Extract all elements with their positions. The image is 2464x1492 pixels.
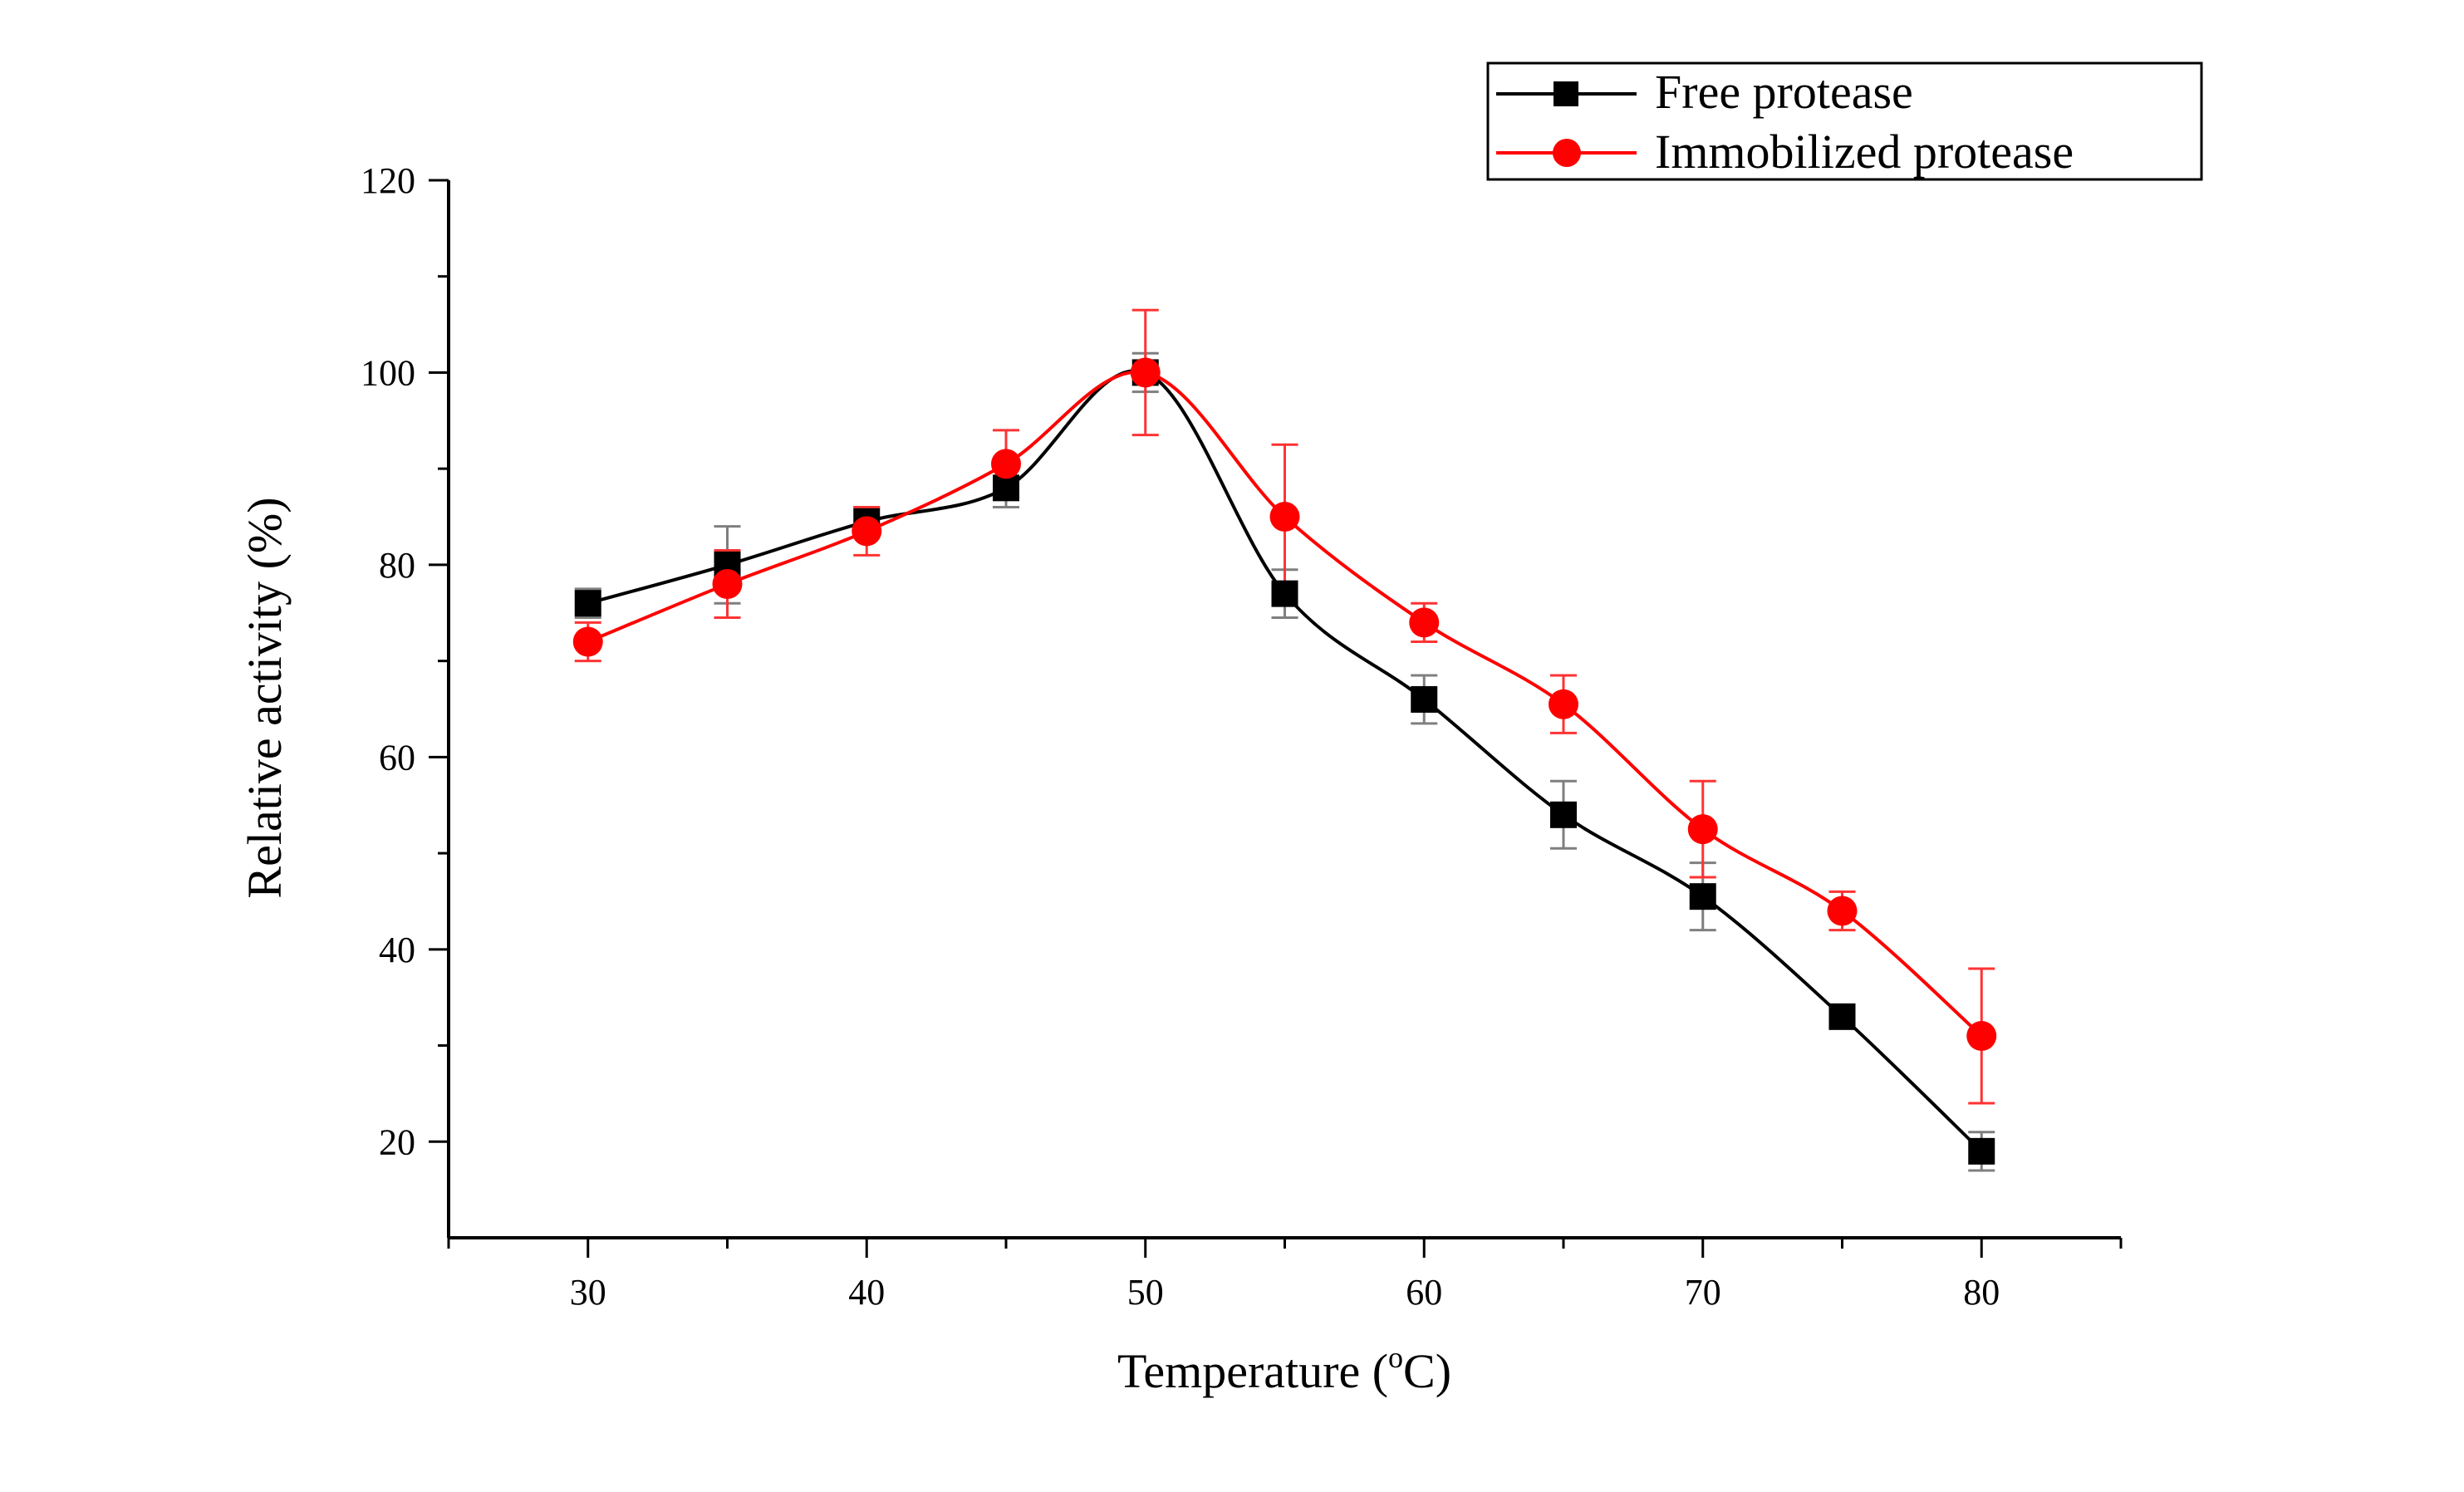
point-free-30: [574, 590, 601, 617]
point-immobilized-80: [1966, 1020, 1997, 1051]
data-points: [572, 357, 1997, 1165]
x-tick-label-60: 60: [1406, 1272, 1442, 1313]
point-free-55: [1271, 580, 1298, 607]
x-axis-title: Temperature (oC): [1117, 1341, 1451, 1398]
point-free-65: [1550, 801, 1577, 828]
point-free-60: [1411, 685, 1438, 713]
x-tick-label-70: 70: [1685, 1272, 1721, 1313]
legend-label-immobilized: Immobilized protease: [1655, 125, 2074, 179]
legend-label-free: Free protease: [1655, 65, 1913, 119]
point-immobilized-55: [1269, 502, 1300, 533]
point-free-75: [1828, 1003, 1856, 1030]
y-tick-label-120: 120: [361, 160, 415, 201]
point-free-70: [1689, 883, 1716, 910]
x-tick-label-80: 80: [1963, 1272, 2000, 1313]
y-axis-title: Relative activity (%): [238, 497, 292, 898]
ticks: 20 40 60 80 100 120 30 40 50 60 70 80: [361, 160, 2123, 1313]
x-tick-label-40: 40: [848, 1272, 885, 1313]
y-tick-label-40: 40: [379, 930, 415, 970]
y-tick-label-80: 80: [379, 545, 415, 586]
point-immobilized-65: [1549, 689, 1578, 719]
x-tick-label-30: 30: [570, 1272, 606, 1313]
legend-item-immobilized-protease: Immobilized protease: [1496, 125, 2074, 179]
x-axis-title-main: Temperature (: [1117, 1344, 1388, 1398]
legend-marker-square-icon: [1553, 81, 1578, 106]
legend-marker-circle-icon: [1553, 139, 1581, 167]
legend-item-free-protease: Free protease: [1496, 65, 1913, 119]
y-tick-label-60: 60: [379, 737, 415, 778]
point-immobilized-60: [1409, 607, 1440, 638]
point-free-45: [993, 474, 1019, 502]
point-immobilized-50: [1130, 357, 1161, 388]
point-immobilized-70: [1687, 814, 1718, 845]
legend: Free protease Immobilized protease: [1486, 61, 2203, 181]
point-immobilized-45: [991, 449, 1021, 479]
legend-box: [1486, 61, 2203, 181]
point-immobilized-40: [852, 516, 882, 547]
x-axis-title-suffix: C): [1403, 1344, 1451, 1398]
point-free-80: [1968, 1137, 1995, 1165]
point-immobilized-75: [1827, 896, 1858, 926]
x-tick-label-50: 50: [1127, 1272, 1164, 1313]
point-immobilized-30: [572, 626, 603, 657]
y-tick-label-100: 100: [361, 352, 415, 393]
x-axis-title-superscript: o: [1388, 1341, 1403, 1374]
y-tick-label-20: 20: [379, 1121, 415, 1162]
point-immobilized-35: [712, 569, 743, 600]
